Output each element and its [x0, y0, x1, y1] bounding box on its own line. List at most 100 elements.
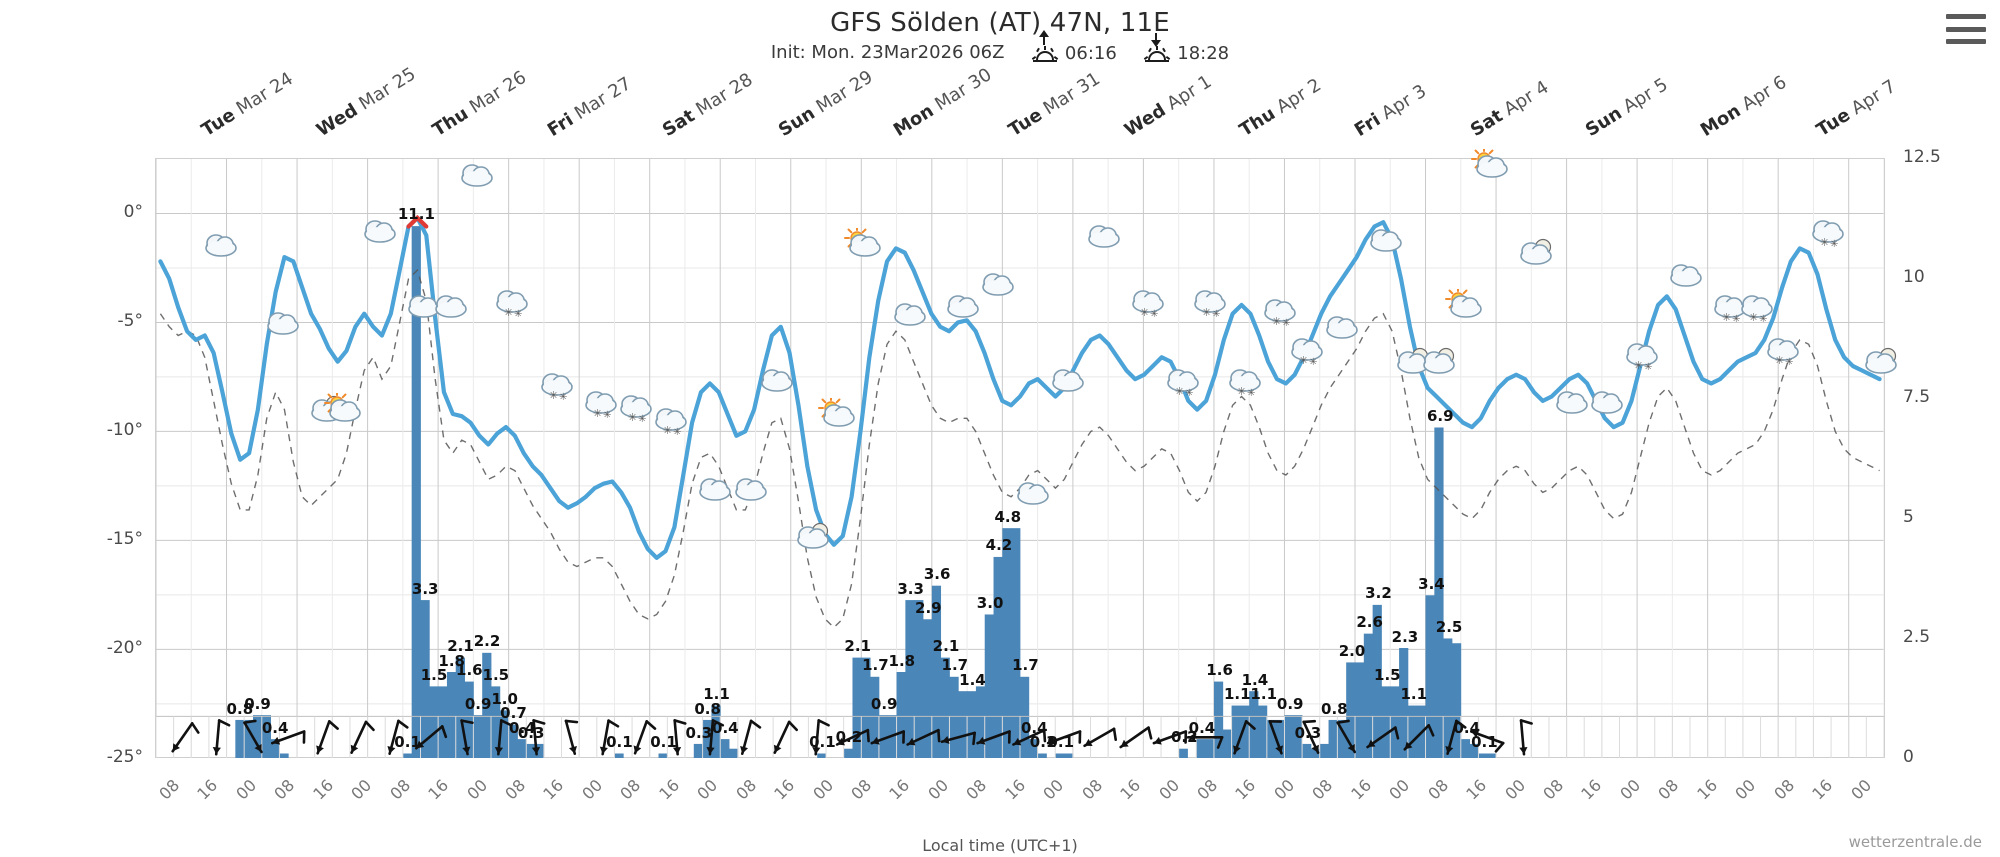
precip-value-label: 2.2 — [473, 632, 501, 651]
chart-subtitle: Init: Mon. 23Mar2026 06Z 06:16 18:28 — [0, 30, 2000, 64]
day-label: Sat Apr 4 — [1467, 77, 1553, 141]
wind-barb — [212, 719, 231, 756]
wind-barb — [243, 719, 263, 754]
svg-text:✳: ✳ — [549, 389, 558, 402]
day-date: Mar 29 — [812, 66, 877, 118]
wind-barb — [976, 730, 1011, 745]
day-date: Apr 7 — [1847, 75, 1900, 120]
svg-text:✳: ✳ — [628, 411, 637, 424]
precip-value-label: 2.1 — [844, 637, 871, 656]
hour-tick-label: 08 — [1769, 775, 1798, 804]
day-date: Mar 27 — [570, 73, 636, 125]
svg-text:✳: ✳ — [504, 306, 513, 319]
wind-barb — [706, 719, 725, 756]
day-label: Wed Mar 25 — [313, 64, 420, 141]
day-date: Apr 2 — [1272, 74, 1326, 118]
precip-value-label: 0.8 — [226, 699, 254, 718]
hour-tick-label: 16 — [770, 775, 799, 804]
precip-value-label: 2.6 — [1356, 613, 1383, 632]
wind-barb — [740, 719, 762, 756]
wind-barb — [171, 722, 200, 753]
precip-value-label: 0.4 — [509, 718, 536, 737]
watermark: wetterzentrale.de — [1848, 833, 1982, 851]
svg-text:✳: ✳ — [1299, 354, 1308, 367]
day-date: Mar 30 — [931, 64, 996, 116]
precip-value-label: 0.2 — [835, 728, 863, 747]
precip-value-label: 3.2 — [1365, 584, 1392, 603]
wind-barb — [564, 719, 579, 756]
precip-value-label: 2.5 — [1435, 618, 1463, 636]
day-label: Fri Apr 3 — [1351, 81, 1430, 141]
temp-axis-tick: -25° — [106, 747, 143, 767]
precip-value-label: 1.6 — [456, 661, 483, 680]
precip-value-label: 1.7 — [941, 656, 969, 675]
wind-barb — [1519, 719, 1533, 756]
hour-tick-label: 00 — [1846, 775, 1875, 804]
hour-tick-label: 16 — [1116, 775, 1145, 804]
precip-value-label: 1.8 — [888, 651, 916, 670]
hour-tick-label: 08 — [1308, 775, 1337, 804]
hour-tick-label: 16 — [1693, 775, 1721, 804]
hour-tick-label: 16 — [193, 775, 222, 804]
precip-value-label: 3.3 — [411, 579, 439, 598]
hour-tick-label: 00 — [1731, 775, 1760, 804]
svg-text:✳: ✳ — [1732, 314, 1740, 325]
precip-value-label: 1.1 — [1223, 685, 1251, 704]
hour-tick-label: 16 — [1577, 775, 1606, 804]
hour-tick-label: 00 — [1616, 775, 1644, 804]
precip-value-label: 3.6 — [923, 565, 951, 584]
temp-axis-tick: -15° — [106, 528, 143, 549]
day-label: Thu Mar 26 — [429, 67, 530, 141]
svg-text:✳: ✳ — [1212, 309, 1220, 320]
hour-tick-label: 08 — [1539, 775, 1568, 804]
hour-tick-label: 16 — [424, 775, 453, 804]
wind-barb — [835, 728, 870, 746]
day-of-week: Fri — [1351, 109, 1385, 141]
precip-value-label: 0.1 — [606, 733, 633, 752]
day-of-week: Thu — [428, 103, 472, 141]
precip-value-label: 1.5 — [482, 666, 510, 684]
hour-tick-label: 08 — [1077, 775, 1106, 804]
wind-barb — [870, 730, 905, 745]
wind-barb — [1012, 728, 1047, 746]
wind-barb — [350, 720, 375, 755]
precip-value-label: 1.1 — [1250, 685, 1278, 704]
precip-axis-tick: 12.5 — [1903, 147, 1941, 167]
precip-value-label: 3.4 — [1418, 574, 1445, 593]
wind-barb — [672, 719, 687, 756]
wind-barb — [1152, 730, 1188, 745]
hour-tick-label: 16 — [309, 775, 337, 804]
wind-barb — [599, 719, 620, 756]
precip-value-label: 0.3 — [1294, 723, 1322, 742]
day-of-week: Sat — [1466, 105, 1507, 141]
precip-value-label: 4.2 — [985, 536, 1013, 555]
hour-tick-label: 16 — [655, 775, 683, 804]
svg-text:✳: ✳ — [1644, 362, 1652, 373]
day-date: Apr 3 — [1378, 80, 1431, 125]
precip-value-label: 3.0 — [976, 594, 1004, 612]
precip-value-label: 0.1 — [1029, 733, 1057, 752]
hour-tick-label: 00 — [808, 775, 837, 804]
precip-value-label: 0.3 — [685, 723, 713, 742]
day-of-week: Sun — [774, 102, 819, 141]
precip-value-label: 1.0 — [491, 690, 518, 708]
precip-value-label: 1.8 — [438, 651, 465, 670]
precip-value-label: 0.4 — [1188, 718, 1216, 737]
hour-tick-label: 16 — [1001, 775, 1029, 804]
hour-tick-label: 08 — [1193, 775, 1222, 804]
wind-barb — [1469, 729, 1505, 753]
wind-barb — [1119, 726, 1153, 749]
sunset-time: 18:28 — [1177, 42, 1230, 64]
precip-axis-tick: 5 — [1903, 507, 1914, 527]
day-date: Apr 5 — [1619, 74, 1672, 118]
wind-barb — [633, 720, 657, 755]
hour-tick-label: 08 — [501, 775, 530, 804]
hour-tick-label: 08 — [731, 775, 760, 804]
precip-value-label: 0.7 — [500, 704, 527, 723]
day-date: Mar 25 — [355, 63, 420, 115]
sunset-group: 18:28 — [1144, 33, 1230, 64]
hamburger-menu-icon[interactable] — [1946, 14, 1986, 44]
day-label: Wed Apr 1 — [1121, 71, 1216, 141]
day-of-week: Fri — [543, 109, 578, 141]
hour-tick-label: 00 — [693, 775, 722, 804]
